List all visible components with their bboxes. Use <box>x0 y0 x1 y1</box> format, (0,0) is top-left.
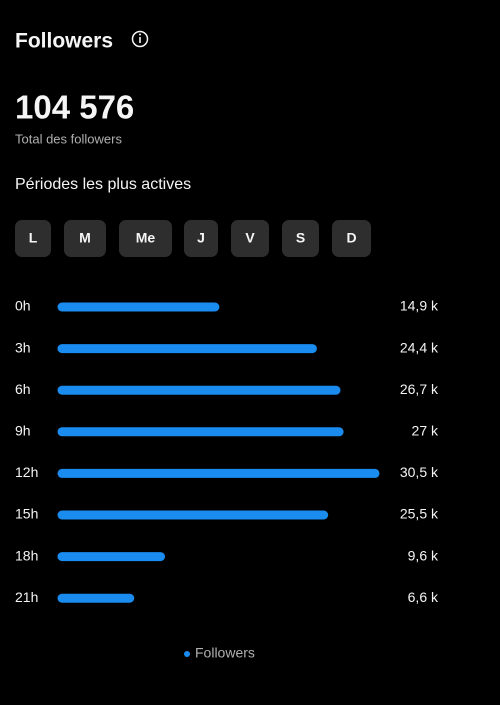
category-label: 6h <box>15 381 31 397</box>
day-button[interactable]: L <box>15 220 51 257</box>
total-value: 104 576 <box>15 89 134 126</box>
day-button[interactable]: J <box>184 220 218 257</box>
category-label: 15h <box>15 506 38 522</box>
legend-label: Followers <box>195 645 255 661</box>
total-label: Total des followers <box>15 131 122 146</box>
day-button[interactable]: D <box>332 220 371 257</box>
value-label: 6,6 k <box>408 589 439 605</box>
day-button-label: L <box>29 230 38 246</box>
day-button-label: V <box>245 230 255 246</box>
day-button[interactable]: S <box>282 220 319 257</box>
day-button-label: J <box>197 230 205 246</box>
value-label: 27 k <box>412 423 439 439</box>
value-label: 24,4 k <box>400 339 439 355</box>
value-label: 30,5 k <box>400 464 439 480</box>
value-label: 25,5 k <box>400 506 439 522</box>
info-icon[interactable] <box>131 30 149 48</box>
day-button-bg <box>231 220 269 257</box>
value-label: 9,6 k <box>408 547 439 563</box>
day-button-label: Me <box>136 230 156 246</box>
section-title: Périodes les plus actives <box>15 176 191 193</box>
day-button-bg <box>119 220 172 257</box>
day-button-bg <box>15 220 51 257</box>
category-label: 12h <box>15 464 38 480</box>
day-button-label: M <box>79 230 91 246</box>
category-label: 9h <box>15 423 31 439</box>
value-label: 14,9 k <box>400 298 439 314</box>
legend-marker <box>184 651 190 657</box>
category-label: 3h <box>15 339 31 355</box>
day-button-label: D <box>346 230 356 246</box>
day-button[interactable]: Me <box>119 220 172 257</box>
category-label: 18h <box>15 547 38 563</box>
day-button[interactable]: M <box>64 220 106 257</box>
panel-title: Followers <box>15 30 113 53</box>
category-label: 21h <box>15 589 38 605</box>
day-button-bg <box>184 220 218 257</box>
day-button[interactable]: V <box>231 220 269 257</box>
day-button-bg <box>282 220 319 257</box>
category-label: 0h <box>15 298 31 314</box>
value-label: 26,7 k <box>400 381 439 397</box>
day-button-bg <box>64 220 106 257</box>
day-button-label: S <box>296 230 305 246</box>
day-button-bg <box>332 220 371 257</box>
